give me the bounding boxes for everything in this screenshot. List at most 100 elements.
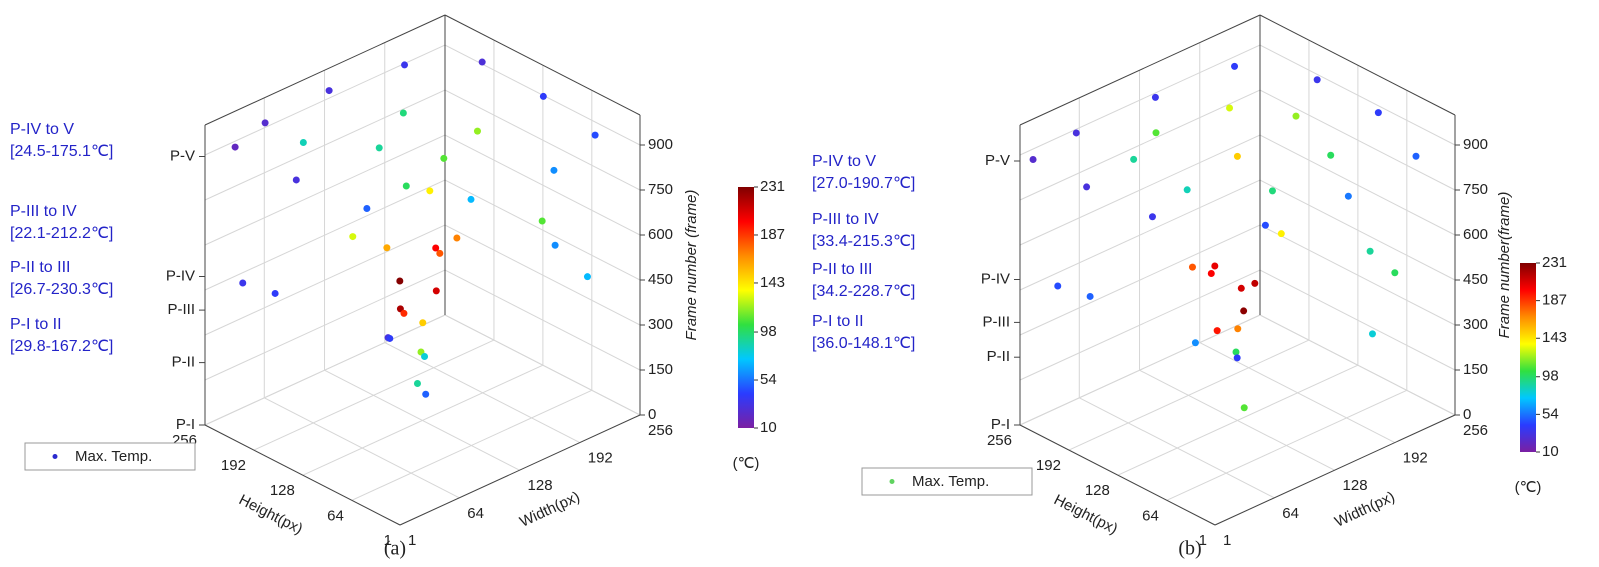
data-point [1251, 279, 1259, 287]
z-axis-label: Frame number(frame) [1496, 192, 1513, 339]
data-point [1240, 307, 1248, 315]
phase-label: P-I [176, 416, 195, 433]
data-point [1261, 221, 1269, 229]
annotation-range: [27.0-190.7℃] [812, 175, 915, 192]
data-point [432, 287, 440, 295]
colorbar [738, 187, 754, 428]
caption: (b) [1178, 538, 1201, 560]
data-point [473, 127, 481, 135]
data-point [1072, 129, 1080, 137]
z-tick-label: 750 [1463, 181, 1488, 198]
z-tick-label: 750 [648, 181, 673, 198]
data-point [396, 277, 404, 285]
annotation-range: [29.8-167.2℃] [10, 338, 113, 355]
data-point [1234, 325, 1242, 333]
data-point [1188, 263, 1196, 271]
z-tick-label: 900 [1463, 136, 1488, 153]
data-point [1374, 109, 1382, 117]
colorbar-tick-label: 187 [760, 226, 785, 243]
annotation-label: P-II to III [812, 261, 872, 278]
phase-label: P-V [985, 152, 1010, 169]
data-point [1054, 282, 1062, 290]
data-point [299, 139, 307, 147]
data-point [386, 334, 394, 342]
phase-label: P-V [170, 147, 195, 164]
data-point [550, 166, 558, 174]
data-point [1313, 76, 1321, 84]
data-point [239, 279, 247, 287]
data-point [453, 234, 461, 242]
grid-line [1068, 40, 1310, 451]
data-point [1226, 104, 1234, 112]
annotation-label: P-I to II [812, 313, 864, 330]
data-point [551, 241, 559, 249]
legend-label: Max. Temp. [912, 473, 989, 490]
annotation-range: [24.5-175.1℃] [10, 143, 113, 160]
data-point [413, 379, 421, 387]
phase-label: P-IV [166, 267, 195, 284]
y-tick-label: 64 [1142, 507, 1159, 524]
data-point [1231, 62, 1239, 70]
data-point [1151, 93, 1159, 101]
data-point [1237, 284, 1245, 292]
colorbar-tick-label: 143 [760, 274, 785, 291]
data-point [261, 119, 269, 127]
phase-label: P-I [991, 416, 1010, 433]
colorbar-tick-label: 10 [1542, 443, 1559, 460]
data-point [1233, 354, 1241, 362]
caption: (a) [384, 538, 406, 560]
data-point [1268, 187, 1276, 195]
z-tick-label: 300 [648, 316, 673, 333]
data-point [1183, 186, 1191, 194]
y-tick-label: 192 [1036, 457, 1061, 474]
x-axis-label: Width(px) [517, 488, 582, 531]
annotation-range: [36.0-148.1℃] [812, 335, 915, 352]
annotation-range: [34.2-228.7℃] [812, 283, 915, 300]
colorbar-tick-label: 231 [760, 178, 785, 195]
legend-marker [52, 454, 58, 459]
y-tick-label: 1 [384, 532, 392, 549]
y-tick-label: 256 [987, 432, 1012, 449]
data-point [1152, 129, 1160, 137]
z-tick-label: 450 [1463, 271, 1488, 288]
data-point [583, 273, 591, 281]
colorbar-tick-label: 98 [1542, 368, 1559, 385]
data-point [478, 58, 486, 66]
grid-line [324, 70, 520, 471]
data-point [383, 244, 391, 252]
x-tick-label: 1 [1223, 532, 1231, 549]
annotation-range: [33.4-215.3℃] [812, 233, 915, 250]
box-edge [1019, 14, 1261, 126]
z-tick-label: 0 [648, 406, 656, 423]
box-edge [399, 414, 641, 526]
data-point [1233, 152, 1241, 160]
grid-line [1139, 70, 1335, 471]
data-point [292, 176, 300, 184]
data-point [399, 109, 407, 117]
data-point [1292, 112, 1300, 120]
z-tick-label: 450 [648, 271, 673, 288]
grid-line [253, 40, 495, 451]
data-point [538, 217, 546, 225]
z-tick-label: 150 [648, 361, 673, 378]
data-point [401, 61, 409, 69]
colorbar-tick-label: 187 [1542, 292, 1567, 309]
data-point [1240, 404, 1248, 412]
box-edge [204, 424, 401, 526]
data-point [1086, 292, 1094, 300]
colorbar-tick-label: 143 [1542, 329, 1567, 346]
data-point [421, 353, 429, 361]
grid-line [1078, 97, 1275, 499]
data-point [1130, 155, 1138, 163]
y-tick-label: 128 [270, 482, 295, 499]
data-point [1232, 348, 1240, 356]
x-tick-label: 192 [588, 450, 613, 467]
x-tick-label: 192 [1403, 450, 1428, 467]
data-point [1148, 213, 1156, 221]
annotation-range: [26.7-230.3℃] [10, 281, 113, 298]
data-point [325, 87, 333, 95]
x-tick-label: 256 [1463, 422, 1488, 439]
annotation-label: P-III to IV [10, 203, 77, 220]
data-point [1391, 269, 1399, 277]
annotation-label: P-II to III [10, 259, 70, 276]
